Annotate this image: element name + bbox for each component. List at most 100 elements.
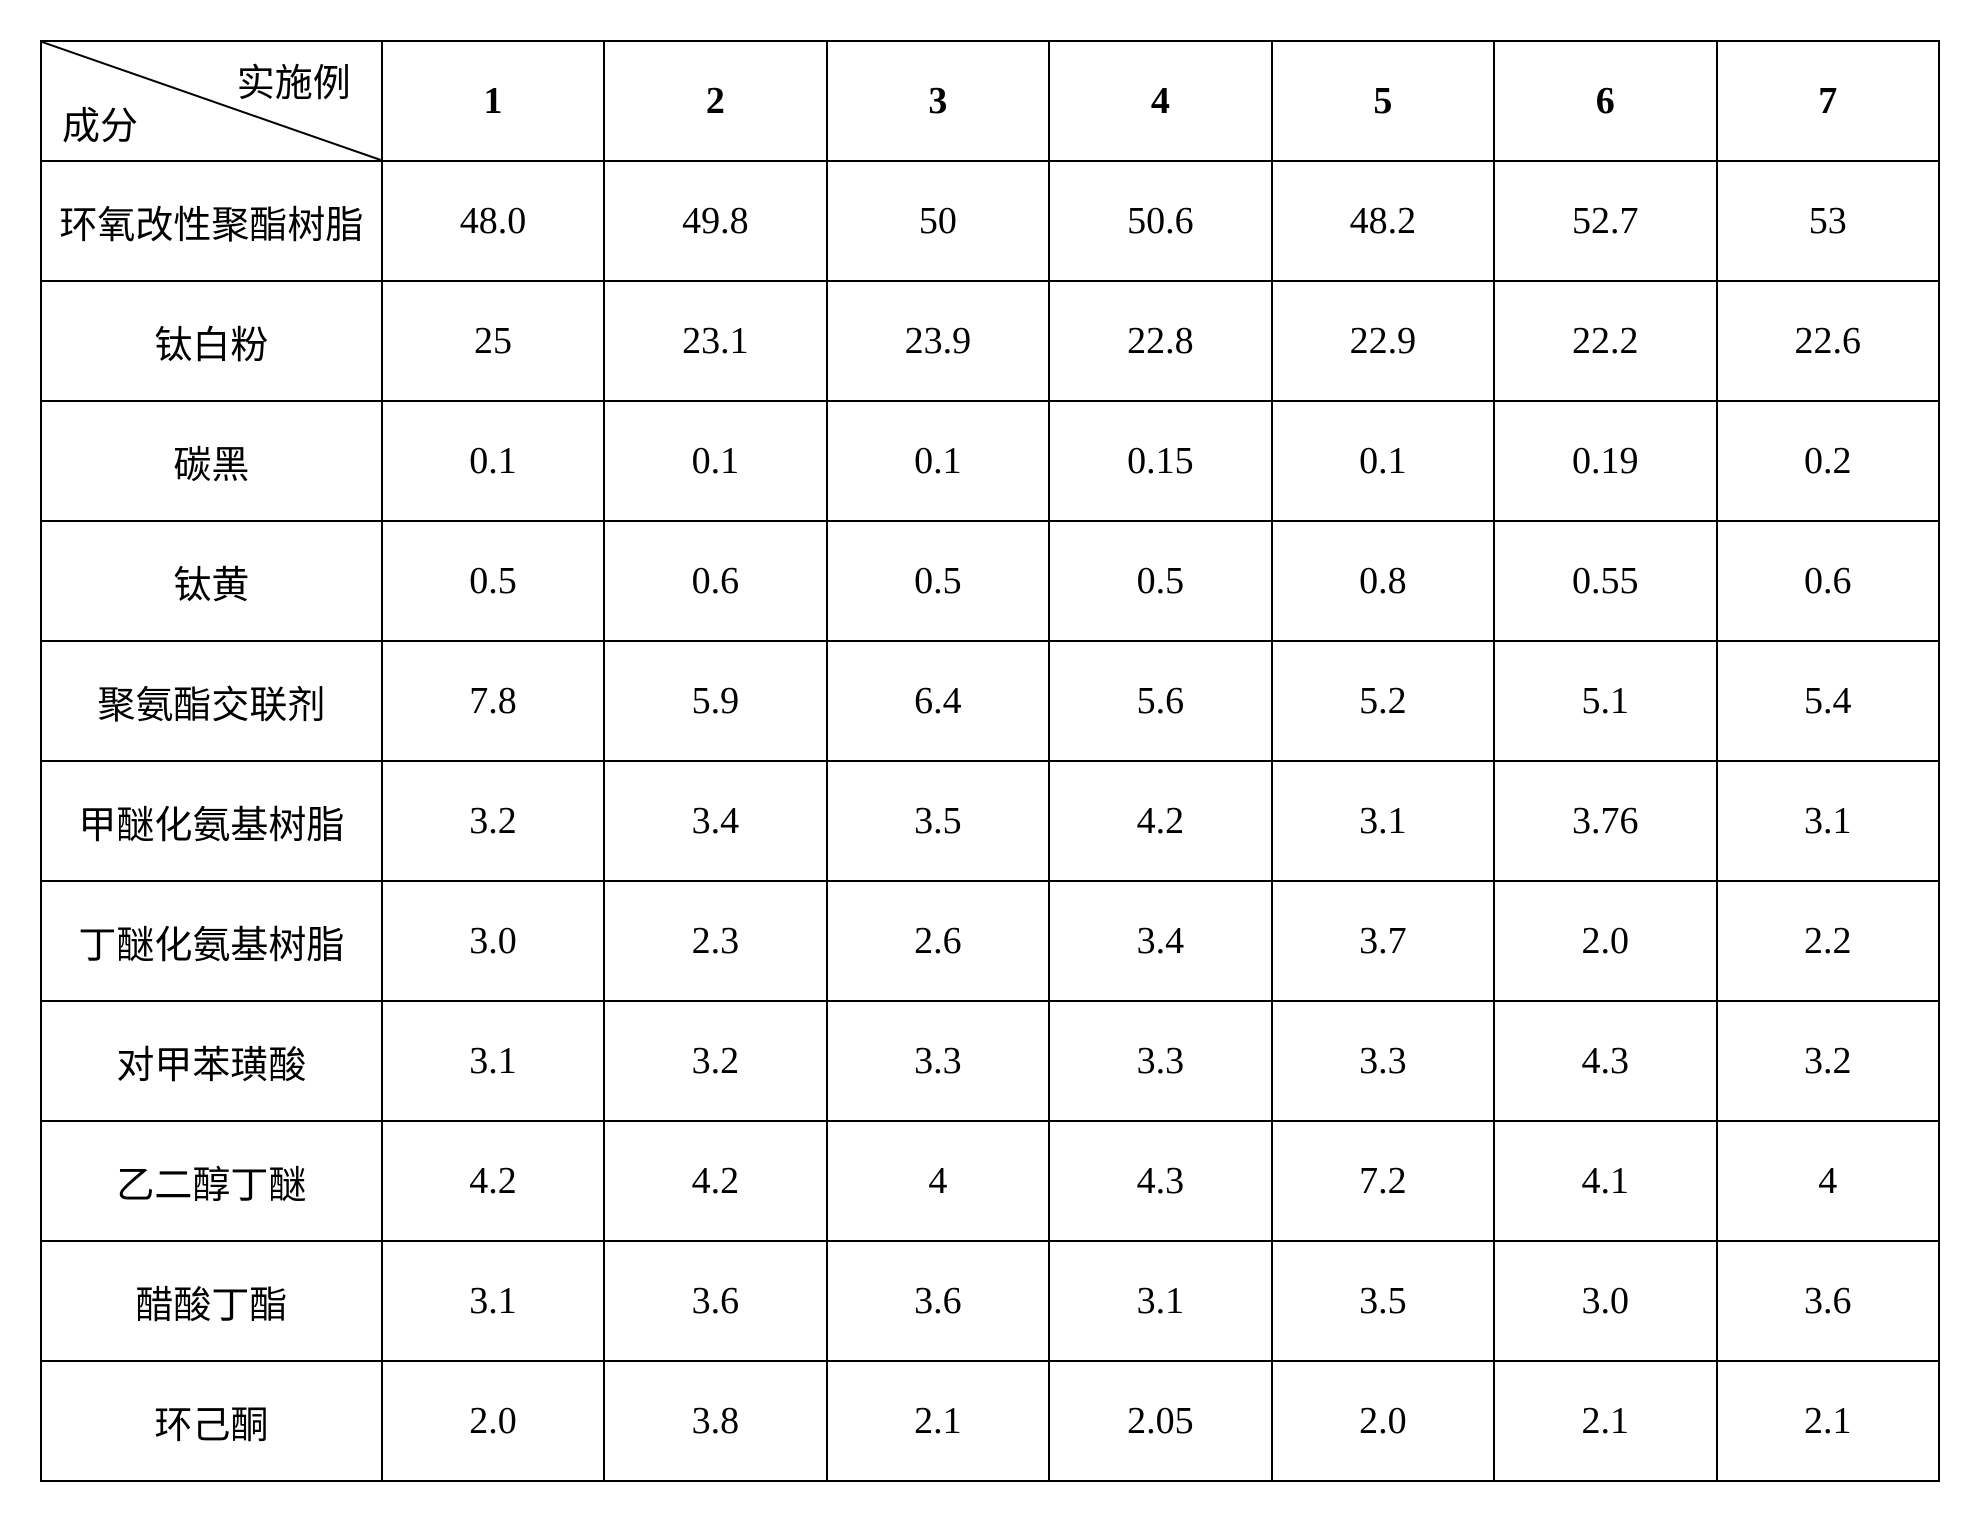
col-header: 7 [1717,41,1939,161]
cell: 3.2 [1717,1001,1939,1121]
table-row: 钛黄 0.5 0.6 0.5 0.5 0.8 0.55 0.6 [41,521,1939,641]
cell: 48.0 [382,161,604,281]
cell: 2.2 [1717,881,1939,1001]
table-row: 环己酮 2.0 3.8 2.1 2.05 2.0 2.1 2.1 [41,1361,1939,1481]
cell: 0.15 [1049,401,1271,521]
cell: 5.6 [1049,641,1271,761]
cell: 0.5 [827,521,1049,641]
cell: 4 [1717,1121,1939,1241]
row-label: 丁醚化氨基树脂 [41,881,382,1001]
cell: 2.6 [827,881,1049,1001]
table-row: 乙二醇丁醚 4.2 4.2 4 4.3 7.2 4.1 4 [41,1121,1939,1241]
row-label: 环己酮 [41,1361,382,1481]
cell: 3.5 [1272,1241,1494,1361]
cell: 49.8 [604,161,826,281]
cell: 2.1 [1494,1361,1716,1481]
cell: 4.3 [1049,1121,1271,1241]
diagonal-header: 实施例 成分 [41,41,382,161]
cell: 3.6 [1717,1241,1939,1361]
cell: 4.2 [604,1121,826,1241]
cell: 53 [1717,161,1939,281]
cell: 0.5 [1049,521,1271,641]
col-header: 3 [827,41,1049,161]
cell: 0.8 [1272,521,1494,641]
row-label: 环氧改性聚酯树脂 [41,161,382,281]
cell: 2.3 [604,881,826,1001]
col-header: 6 [1494,41,1716,161]
cell: 5.9 [604,641,826,761]
table-body: 环氧改性聚酯树脂 48.0 49.8 50 50.6 48.2 52.7 53 … [41,161,1939,1481]
cell: 3.76 [1494,761,1716,881]
cell: 3.7 [1272,881,1494,1001]
col-header: 5 [1272,41,1494,161]
cell: 22.8 [1049,281,1271,401]
cell: 3.4 [604,761,826,881]
cell: 2.1 [827,1361,1049,1481]
diag-bottom-label: 成分 [62,95,138,150]
cell: 5.1 [1494,641,1716,761]
cell: 22.2 [1494,281,1716,401]
cell: 50 [827,161,1049,281]
cell: 3.8 [604,1361,826,1481]
row-label: 碳黑 [41,401,382,521]
cell: 3.2 [382,761,604,881]
cell: 0.1 [827,401,1049,521]
cell: 2.05 [1049,1361,1271,1481]
table-row: 甲醚化氨基树脂 3.2 3.4 3.5 4.2 3.1 3.76 3.1 [41,761,1939,881]
cell: 3.6 [827,1241,1049,1361]
cell: 6.4 [827,641,1049,761]
cell: 50.6 [1049,161,1271,281]
table-row: 钛白粉 25 23.1 23.9 22.8 22.9 22.2 22.6 [41,281,1939,401]
row-label: 钛黄 [41,521,382,641]
table-row: 对甲苯璜酸 3.1 3.2 3.3 3.3 3.3 4.3 3.2 [41,1001,1939,1121]
cell: 3.0 [1494,1241,1716,1361]
cell: 2.0 [1494,881,1716,1001]
cell: 2.1 [1717,1361,1939,1481]
cell: 7.2 [1272,1121,1494,1241]
cell: 3.1 [1049,1241,1271,1361]
row-label: 钛白粉 [41,281,382,401]
table-row: 环氧改性聚酯树脂 48.0 49.8 50 50.6 48.2 52.7 53 [41,161,1939,281]
row-label: 聚氨酯交联剂 [41,641,382,761]
cell: 5.4 [1717,641,1939,761]
cell: 0.2 [1717,401,1939,521]
cell: 0.19 [1494,401,1716,521]
cell: 3.2 [604,1001,826,1121]
table-row: 丁醚化氨基树脂 3.0 2.3 2.6 3.4 3.7 2.0 2.2 [41,881,1939,1001]
cell: 4.1 [1494,1121,1716,1241]
header-row: 实施例 成分 1 2 3 4 5 6 7 [41,41,1939,161]
cell: 0.6 [1717,521,1939,641]
cell: 3.1 [382,1241,604,1361]
cell: 0.1 [1272,401,1494,521]
row-label: 乙二醇丁醚 [41,1121,382,1241]
table-row: 聚氨酯交联剂 7.8 5.9 6.4 5.6 5.2 5.1 5.4 [41,641,1939,761]
composition-table: 实施例 成分 1 2 3 4 5 6 7 环氧改性聚酯树脂 48.0 49.8 … [40,40,1940,1482]
table-row: 醋酸丁酯 3.1 3.6 3.6 3.1 3.5 3.0 3.6 [41,1241,1939,1361]
row-label: 对甲苯璜酸 [41,1001,382,1121]
cell: 4.2 [382,1121,604,1241]
cell: 4.3 [1494,1001,1716,1121]
cell: 22.6 [1717,281,1939,401]
cell: 48.2 [1272,161,1494,281]
cell: 3.1 [1717,761,1939,881]
cell: 2.0 [1272,1361,1494,1481]
cell: 0.1 [604,401,826,521]
cell: 3.1 [382,1001,604,1121]
cell: 7.8 [382,641,604,761]
table-row: 碳黑 0.1 0.1 0.1 0.15 0.1 0.19 0.2 [41,401,1939,521]
cell: 23.9 [827,281,1049,401]
cell: 3.4 [1049,881,1271,1001]
cell: 3.3 [1049,1001,1271,1121]
cell: 3.6 [604,1241,826,1361]
cell: 0.5 [382,521,604,641]
cell: 3.1 [1272,761,1494,881]
cell: 0.1 [382,401,604,521]
cell: 3.5 [827,761,1049,881]
cell: 0.6 [604,521,826,641]
diag-top-label: 实施例 [237,52,351,107]
cell: 3.3 [1272,1001,1494,1121]
cell: 4.2 [1049,761,1271,881]
cell: 3.0 [382,881,604,1001]
cell: 4 [827,1121,1049,1241]
cell: 25 [382,281,604,401]
